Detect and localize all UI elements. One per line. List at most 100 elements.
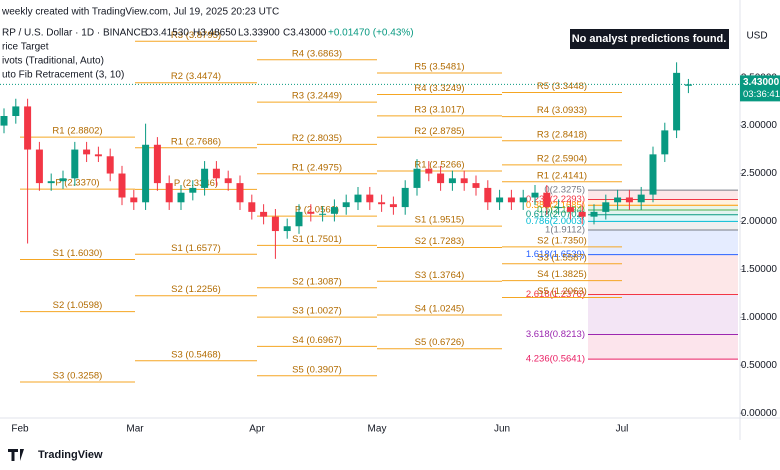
y-tick-label: 3.00000 xyxy=(741,120,778,131)
fib-label: 4.236(0.5641) xyxy=(526,354,585,365)
pivot-label: S3 (0.5468) xyxy=(171,349,221,360)
pivot-label: P (2.3370) xyxy=(55,178,99,189)
pivot-label: S3 (1.0027) xyxy=(292,306,342,317)
fib-label: 3.618(0.8213) xyxy=(526,329,585,340)
ohlc-low: L3.33900 xyxy=(238,28,280,39)
fib-label: 2.618(1.2376) xyxy=(526,289,585,300)
y-tick-label: 2.50000 xyxy=(741,168,778,179)
candle-body xyxy=(366,194,374,203)
countdown: 03:36:41 xyxy=(743,89,780,100)
fib-label: 0.5(2.1194) xyxy=(537,205,585,216)
last-price-box xyxy=(740,75,780,102)
candle-body xyxy=(283,226,291,232)
pivot-label: R3 (3.1017) xyxy=(414,104,464,115)
ohlc-open: O3.41530 xyxy=(145,28,189,39)
candle-body xyxy=(425,168,433,174)
x-tick-label: Feb xyxy=(11,424,29,435)
brand-logo xyxy=(8,449,24,461)
candle-body xyxy=(684,84,692,86)
candle-body xyxy=(295,211,303,227)
candle-body xyxy=(83,149,91,155)
candle-body xyxy=(0,116,8,126)
candle-body xyxy=(319,213,327,215)
candle-body xyxy=(271,216,279,232)
candle-body xyxy=(496,197,504,203)
pivot-label: R2 (3.4474) xyxy=(171,71,221,82)
candle-body xyxy=(413,168,421,188)
candle-body xyxy=(153,144,161,184)
y-tick-label: 1.50000 xyxy=(741,264,778,275)
candle-body xyxy=(578,211,586,217)
candle-body xyxy=(342,202,350,208)
candle-body xyxy=(507,197,515,203)
candle-body xyxy=(35,149,43,184)
pivot-label: S2 (1.2256) xyxy=(171,284,221,295)
pivot-label: S3 (0.3258) xyxy=(53,370,103,381)
candle-body xyxy=(625,197,633,203)
candle-body xyxy=(614,197,622,203)
ohlc-high: H3.48650 xyxy=(193,28,237,39)
ohlc-change: +0.01470 (+0.43%) xyxy=(328,28,414,39)
pivot-label: R3 (3.8795) xyxy=(171,30,221,41)
candle-body xyxy=(201,168,209,188)
candle-body xyxy=(177,192,185,203)
candle-body xyxy=(260,211,268,217)
y-tick-label: 0.50000 xyxy=(741,360,778,371)
symbol: RP / U.S. Dollar · 1D · BINANCE xyxy=(2,28,148,39)
candle-body xyxy=(307,211,315,214)
pivot-label: R3 (2.8418) xyxy=(537,129,587,140)
pivot-label: R4 (3.6863) xyxy=(292,48,342,59)
candle-body xyxy=(401,187,409,208)
candle-body xyxy=(106,156,114,174)
currency[interactable]: USD xyxy=(746,31,767,42)
pivot-label: S3 (1.3764) xyxy=(415,270,465,281)
fib-label: 1.618(1.6539) xyxy=(526,249,585,260)
candle-body xyxy=(47,181,55,184)
candle-body xyxy=(566,207,574,212)
fib-label: 0.618(2.0702) xyxy=(526,209,585,220)
y-tick-label: 1.00000 xyxy=(741,312,778,323)
candle-body xyxy=(472,183,480,188)
pivot-label: S1 (1.9515) xyxy=(415,215,465,226)
candle-body xyxy=(389,204,397,208)
pivot-label: S2 (1.0598) xyxy=(53,300,103,311)
candle-body xyxy=(118,173,126,198)
fib-band xyxy=(588,199,738,206)
pivot-label: S5 (0.3907) xyxy=(292,364,342,375)
pivot-label: S5 (0.6726) xyxy=(415,337,465,348)
candle-body xyxy=(24,106,32,150)
candle-body xyxy=(71,149,79,179)
pivot-label: P (2.3346) xyxy=(174,178,218,189)
x-tick-label: May xyxy=(368,424,387,435)
pivot-label: S4 (1.0245) xyxy=(415,304,465,315)
candle-body xyxy=(142,144,150,203)
notice: No analyst predictions found. xyxy=(572,33,727,45)
candle-body xyxy=(555,207,563,209)
fib-label: 0.236(2.2293) xyxy=(526,194,585,205)
last-price-label: 3.43000 xyxy=(743,77,780,88)
x-tick-label: Jun xyxy=(494,424,510,435)
candle-body xyxy=(94,154,102,157)
x-tick-label: Apr xyxy=(249,424,265,435)
indicator: uto Fib Retracement (3, 10) xyxy=(2,70,124,81)
candle-body xyxy=(248,202,256,212)
fib-label: 0.382(2.1685) xyxy=(526,200,585,211)
candle-body xyxy=(661,130,669,155)
fib-label: 0(2.3275) xyxy=(544,185,585,196)
ohlc-close: C3.43000 xyxy=(283,28,327,39)
candle-body xyxy=(460,178,468,184)
y-tick-label: 0.00000 xyxy=(741,408,778,419)
candle-body xyxy=(378,202,386,205)
pivot-label: S2 (1.7283) xyxy=(415,236,465,247)
candle-body xyxy=(649,154,657,195)
fib-band xyxy=(588,334,738,360)
candle-body xyxy=(590,211,598,217)
fib-band xyxy=(588,205,738,211)
pivot-label: S3 (1.5587) xyxy=(537,252,587,263)
candle-body xyxy=(673,72,681,131)
pivot-label: R4 (3.0933) xyxy=(537,105,587,116)
candle-body xyxy=(189,187,197,193)
pivot-label: S5 (1.2063) xyxy=(537,286,587,297)
indicator: ivots (Traditional, Auto) xyxy=(2,56,104,67)
